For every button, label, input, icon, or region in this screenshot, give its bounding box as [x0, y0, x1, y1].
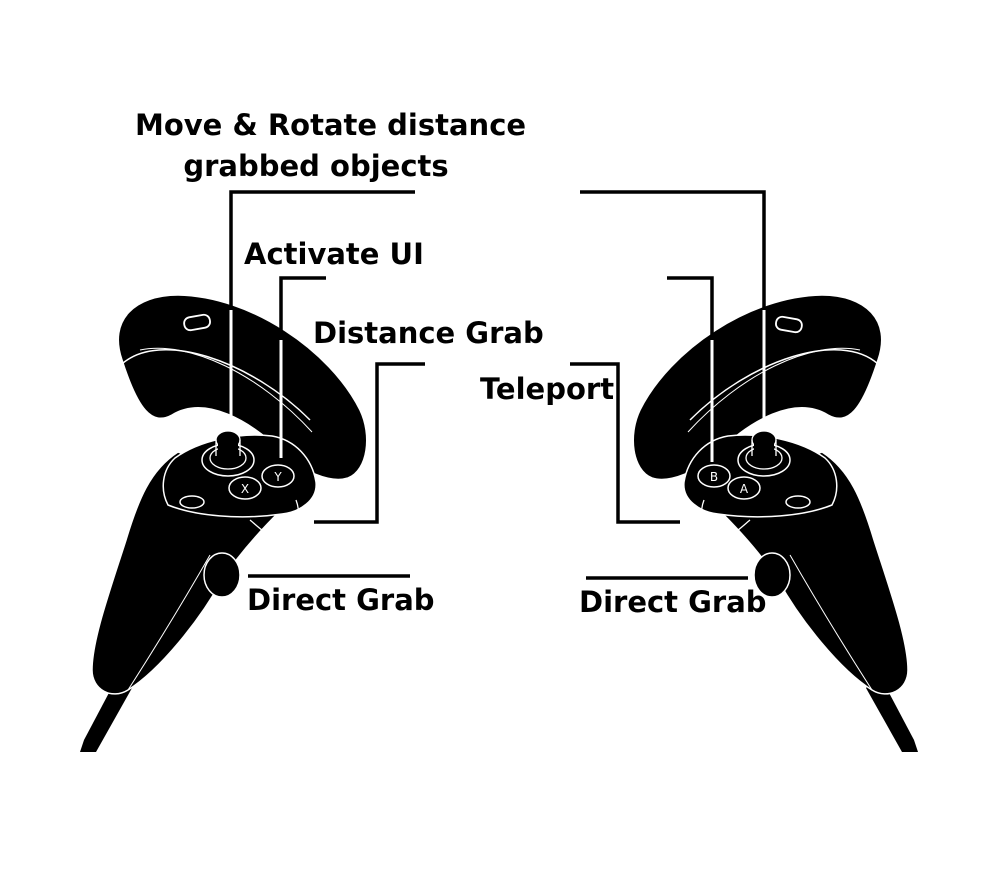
label-teleport: Teleport: [480, 372, 615, 406]
label-distance-grab: Distance Grab: [313, 316, 544, 350]
svg-text:X: X: [241, 482, 249, 496]
label-move-rotate-line2: grabbed objects: [183, 149, 449, 183]
callout-activate-ui-right: [667, 276, 714, 340]
left-controller: Y X: [80, 294, 368, 752]
label-direct-grab-right: Direct Grab: [579, 585, 767, 619]
svg-text:B: B: [710, 470, 718, 484]
label-activate-ui: Activate UI: [244, 237, 424, 271]
callout-move-rotate-right: [580, 190, 766, 310]
svg-text:Y: Y: [273, 470, 282, 484]
callout-teleport: [570, 362, 680, 524]
label-direct-grab-left: Direct Grab: [247, 583, 435, 617]
label-move-rotate: Move & Rotate distance grabbed objects: [135, 105, 527, 187]
callout-distance-grab: [314, 362, 425, 524]
label-move-rotate-line1: Move & Rotate distance: [135, 108, 527, 142]
callout-activate-ui: [279, 276, 326, 340]
right-controller: B A: [632, 294, 918, 752]
callout-lines: [229, 190, 766, 580]
svg-text:A: A: [740, 482, 749, 496]
callout-move-rotate-left: [229, 190, 415, 310]
